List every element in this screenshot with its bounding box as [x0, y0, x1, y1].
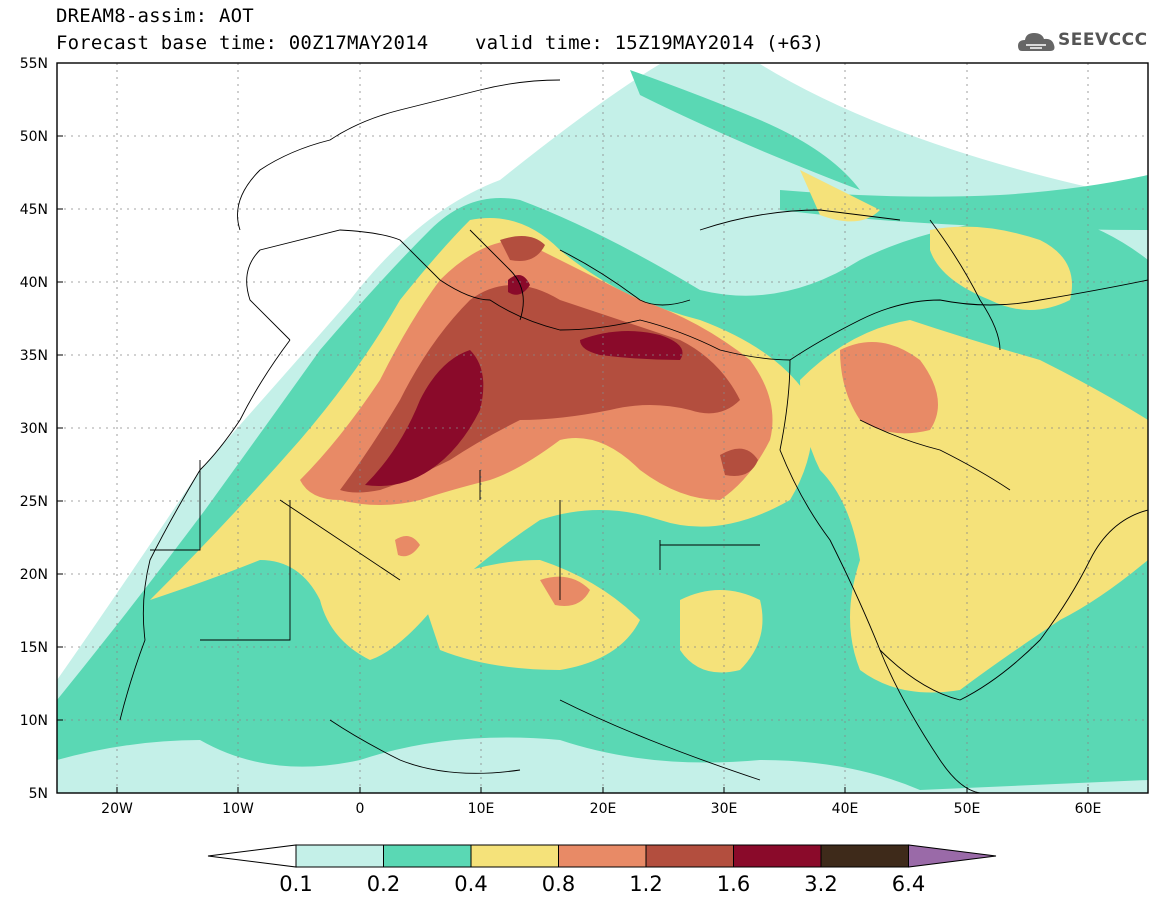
- lat-label: 55N: [20, 56, 48, 72]
- lon-label: 10E: [468, 801, 495, 817]
- colorbar: 0.1 0.2 0.4 0.8 1.2 1.6 3.2 6.4: [207, 844, 997, 896]
- lat-labels: 5N 10N 15N 20N 25N 30N 35N 40N 45N 50N 5…: [20, 56, 48, 802]
- colorbar-extend-high: [908, 845, 996, 867]
- colorbar-bin: [383, 845, 471, 867]
- lat-label: 20N: [20, 567, 48, 583]
- lon-label: 30E: [711, 801, 738, 817]
- lon-label: 20E: [590, 801, 617, 817]
- colorbar-label: 6.4: [892, 872, 925, 896]
- colorbar-label: 0.8: [542, 872, 575, 896]
- lat-label: 5N: [29, 786, 48, 802]
- aot-field: [57, 64, 1148, 793]
- colorbar-bin: [646, 845, 734, 867]
- forecast-times: Forecast base time: 00Z17MAY2014 valid t…: [56, 32, 825, 54]
- lon-labels: 20W 10W 0 10E 20E 30E 40E 50E 60E: [101, 801, 1101, 817]
- lat-label: 30N: [20, 421, 48, 437]
- lon-label: 60E: [1075, 801, 1102, 817]
- lat-label: 45N: [20, 202, 48, 218]
- graticule: [57, 63, 1148, 793]
- lon-label: 50E: [954, 801, 981, 817]
- lat-label: 35N: [20, 348, 48, 364]
- colorbar-bin: [296, 845, 384, 867]
- lat-label: 15N: [20, 640, 48, 656]
- cloud-logo-icon: [1018, 33, 1055, 51]
- colorbar-bin: [821, 845, 909, 867]
- colorbar-bin: [471, 845, 559, 867]
- colorbar-label: 0.1: [279, 872, 312, 896]
- lat-label: 50N: [20, 129, 48, 145]
- colorbar-bin: [558, 845, 646, 867]
- colorbar-bin: [733, 845, 821, 867]
- forecast-title: DREAM8-assim: AOT: [56, 5, 254, 27]
- coastlines: [119, 79, 1148, 793]
- colorbar-label: 1.2: [629, 872, 662, 896]
- lon-label: 20W: [101, 801, 133, 817]
- lat-label: 40N: [20, 275, 48, 291]
- lon-label: 40E: [832, 801, 859, 817]
- lon-label: 10W: [222, 801, 254, 817]
- lat-label: 25N: [20, 494, 48, 510]
- lon-label: 0: [356, 801, 365, 817]
- lat-label: 10N: [20, 713, 48, 729]
- tick-marks: [57, 135, 1089, 793]
- colorbar-extend-low: [207, 844, 297, 868]
- logo-text: SEEVCCC: [1058, 30, 1148, 50]
- colorbar-label: 3.2: [804, 872, 837, 896]
- colorbar-label: 1.6: [717, 872, 750, 896]
- colorbar-label: 0.2: [367, 872, 400, 896]
- colorbar-label: 0.4: [454, 872, 487, 896]
